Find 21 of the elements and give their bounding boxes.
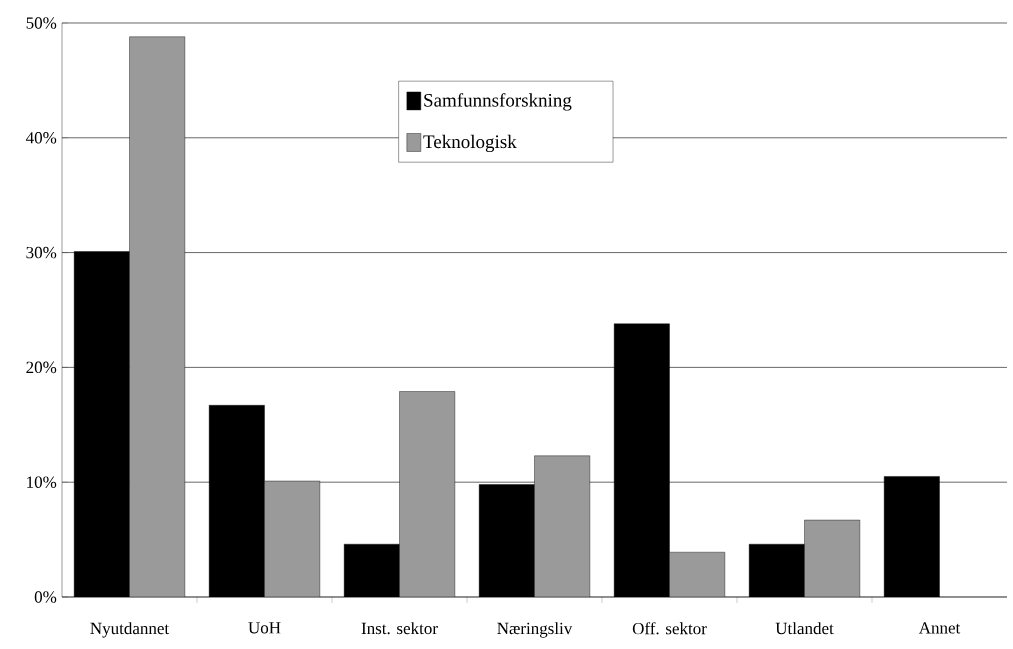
x-tick-label: Nyutdannet — [90, 622, 170, 638]
x-tick-label: Næringsliv — [497, 622, 573, 638]
y-tick-label: 20% — [26, 361, 57, 374]
bar — [804, 519, 861, 597]
x-tick-label: Annet — [918, 622, 961, 634]
bar — [399, 391, 456, 597]
bar — [129, 36, 186, 597]
bar — [669, 552, 726, 597]
legend-label: Samfunnsforskning — [424, 93, 572, 111]
bar — [534, 455, 591, 597]
x-tick-label: Utlandet — [775, 622, 834, 635]
x-tick-label: Off. sektor — [632, 622, 707, 635]
x-tick-label: Inst. sektor — [361, 622, 438, 635]
bar — [264, 480, 321, 597]
y-tick-label: 10% — [27, 476, 57, 488]
y-tick-label: 0% — [34, 591, 57, 603]
legend-label: Teknologisk — [423, 134, 517, 153]
y-tick-label: 30% — [26, 246, 57, 259]
x-tick-label: UoH — [248, 622, 281, 634]
y-tick-label: 50% — [26, 17, 57, 29]
y-tick-label: 40% — [25, 132, 57, 144]
